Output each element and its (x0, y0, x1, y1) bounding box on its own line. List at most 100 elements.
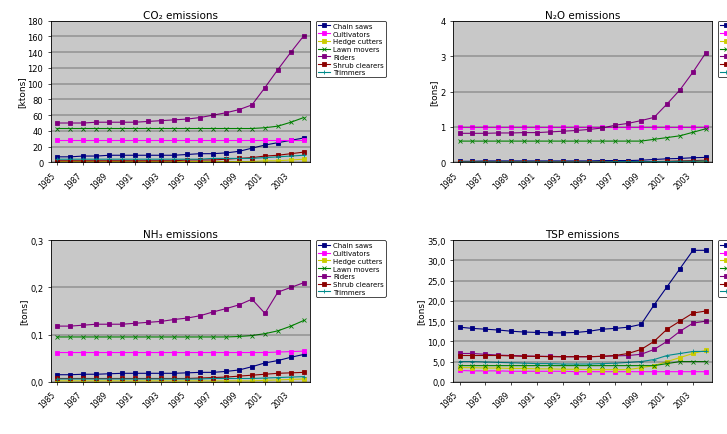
Hedge cutters (235, 160, 244, 165)
Trimmers (572, 160, 581, 165)
Shrub clearers (688, 158, 697, 164)
Shrub clearers (222, 375, 230, 380)
Trimmers (546, 361, 555, 366)
Shrub clearers (182, 376, 191, 381)
Chain saws (559, 330, 568, 335)
Chain saws (235, 368, 244, 373)
Hedge cutters (585, 367, 593, 372)
Lawn movers (572, 363, 581, 368)
Lawn movers (559, 139, 568, 145)
Riders (273, 68, 282, 73)
Chain saws (611, 158, 619, 164)
Hedge cutters (53, 378, 62, 384)
Chain saws (572, 159, 581, 164)
Lawn movers (300, 318, 308, 323)
Hedge cutters (118, 378, 126, 384)
Chain saws (196, 152, 204, 157)
Shrub clearers (66, 159, 75, 164)
Riders (260, 311, 269, 316)
Lawn movers (675, 134, 684, 139)
Lawn movers (53, 127, 62, 132)
Shrub clearers (455, 160, 464, 165)
Cultivators (598, 369, 606, 375)
Lawn movers (170, 335, 179, 340)
Chain saws (170, 371, 179, 376)
Trimmers (675, 159, 684, 164)
Chain saws (118, 371, 126, 376)
Riders (663, 102, 672, 107)
Hedge cutters (248, 378, 257, 384)
Trimmers (507, 360, 515, 365)
Chain saws (481, 327, 490, 332)
Chain saws (559, 159, 568, 164)
Chain saws (455, 159, 464, 164)
Shrub clearers (637, 347, 646, 352)
Hedge cutters (300, 376, 308, 381)
Riders (118, 120, 126, 125)
Riders (559, 129, 568, 135)
Trimmers (66, 376, 75, 381)
Shrub clearers (66, 376, 75, 381)
Chain saws (131, 371, 140, 376)
Riders (222, 306, 230, 312)
Cultivators (598, 125, 606, 130)
Trimmers (702, 159, 710, 164)
Shrub clearers (507, 160, 515, 165)
Hedge cutters (235, 378, 244, 384)
Lawn movers (53, 335, 62, 340)
Trimmers (273, 375, 282, 380)
Cultivators (702, 369, 710, 375)
Trimmers (533, 361, 542, 366)
Chain saws (92, 372, 100, 377)
Trimmers (546, 160, 555, 165)
Cultivators (248, 138, 257, 143)
Hedge cutters (144, 160, 153, 165)
Riders (144, 119, 153, 125)
Chain saws (182, 152, 191, 158)
Trimmers (92, 376, 100, 381)
Shrub clearers (157, 159, 166, 164)
Trimmers (663, 353, 672, 358)
Trimmers (222, 156, 230, 161)
Chain saws (273, 358, 282, 363)
Shrub clearers (53, 376, 62, 381)
Hedge cutters (170, 160, 179, 165)
Chain saws (286, 355, 295, 360)
Shrub clearers (170, 376, 179, 381)
Lawn movers (79, 335, 88, 340)
Legend: Chain saws, Cultivators, Hedge cutters, Lawn movers, Riders, Shrub clearers, Tri: Chain saws, Cultivators, Hedge cutters, … (316, 22, 386, 78)
Line: Riders: Riders (56, 35, 305, 125)
Lawn movers (260, 126, 269, 131)
Cultivators (118, 138, 126, 143)
Lawn movers (118, 335, 126, 340)
Shrub clearers (702, 158, 710, 164)
Hedge cutters (79, 160, 88, 165)
Trimmers (300, 153, 308, 158)
Line: Shrub clearers: Shrub clearers (56, 371, 305, 380)
Hedge cutters (286, 377, 295, 382)
Trimmers (131, 376, 140, 381)
Line: Lawn movers: Lawn movers (458, 128, 707, 144)
Trimmers (182, 157, 191, 162)
Lawn movers (260, 331, 269, 336)
Shrub clearers (248, 373, 257, 378)
Shrub clearers (507, 353, 515, 358)
Line: Hedge cutters: Hedge cutters (458, 349, 707, 372)
Cultivators (182, 138, 191, 143)
Line: Trimmers: Trimmers (458, 350, 707, 366)
Lawn movers (637, 363, 646, 368)
Chain saws (157, 371, 166, 376)
Lawn movers (520, 139, 529, 145)
Chain saws (222, 369, 230, 374)
Hedge cutters (559, 367, 568, 372)
Hedge cutters (196, 160, 204, 165)
Hedge cutters (520, 160, 529, 165)
Cultivators (611, 125, 619, 130)
Lawn movers (248, 333, 257, 339)
Line: Hedge cutters: Hedge cutters (56, 158, 305, 164)
Riders (533, 354, 542, 359)
Trimmers (468, 359, 477, 365)
Cultivators (572, 369, 581, 375)
Riders (611, 353, 619, 358)
Riders (79, 323, 88, 328)
